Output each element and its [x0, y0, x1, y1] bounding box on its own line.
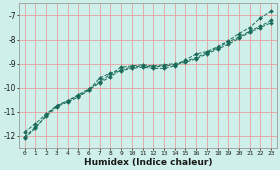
X-axis label: Humidex (Indice chaleur): Humidex (Indice chaleur) — [84, 158, 212, 167]
